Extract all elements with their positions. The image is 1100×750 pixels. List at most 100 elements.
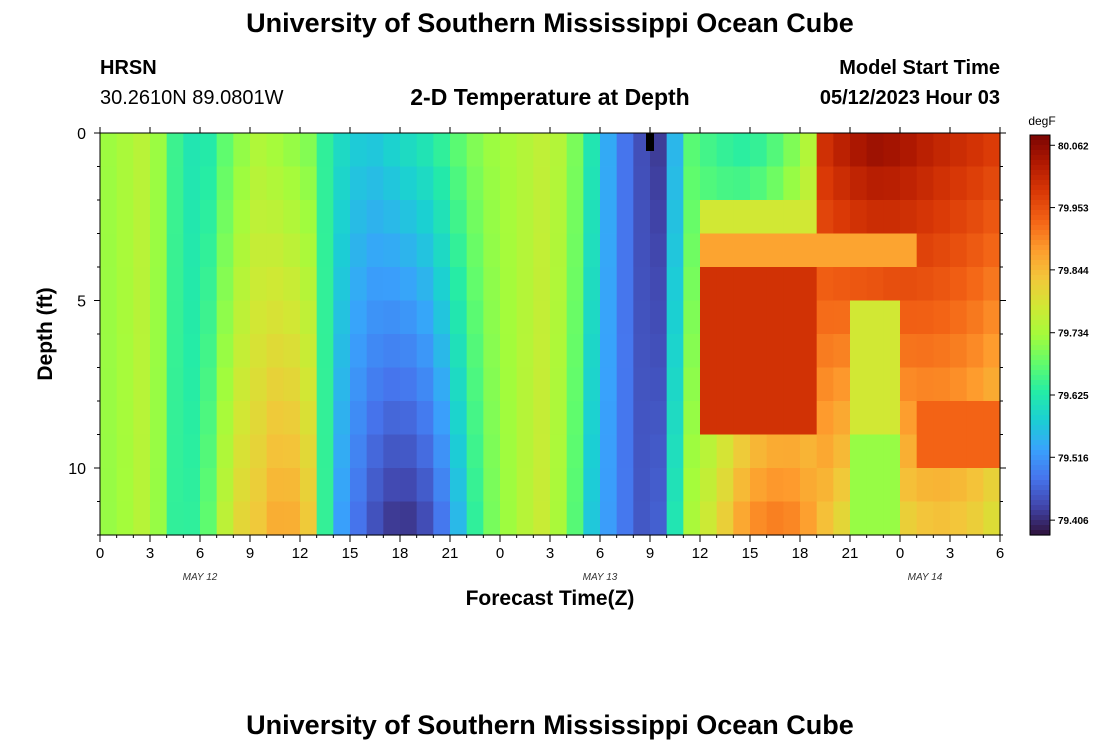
heatmap-cell	[416, 233, 434, 268]
heatmap-cell	[550, 267, 568, 302]
heatmap-cell	[633, 334, 651, 369]
heatmap-cell	[800, 200, 818, 235]
heatmap-cell	[366, 434, 384, 469]
heatmap-cell	[933, 334, 951, 369]
heatmap-cell	[550, 401, 568, 436]
colorbar-swatch	[1030, 165, 1050, 171]
heatmap-cell	[900, 401, 918, 436]
heatmap-cell	[883, 133, 901, 168]
heatmap-cell	[850, 300, 868, 335]
colorbar-tick-label: 79.406	[1058, 516, 1089, 527]
heatmap-cell	[883, 367, 901, 402]
heatmap-cell	[466, 401, 484, 436]
heatmap-cell	[350, 267, 368, 302]
heatmap-cell	[833, 133, 851, 168]
heatmap-cell	[216, 367, 234, 402]
heatmap-cell	[666, 267, 684, 302]
heatmap-cell	[333, 166, 351, 201]
heatmap-cell	[633, 300, 651, 335]
heatmap-cell	[450, 468, 468, 503]
heatmap-cell	[650, 233, 668, 268]
heatmap-cell	[533, 300, 551, 335]
heatmap-cell	[616, 267, 634, 302]
heatmap-cell	[633, 166, 651, 201]
heatmap-cell	[233, 334, 251, 369]
heatmap-cell	[133, 200, 151, 235]
heatmap-cell	[633, 468, 651, 503]
heatmap-cell	[500, 434, 518, 469]
heatmap-cell	[150, 267, 168, 302]
heatmap-cell	[633, 501, 651, 536]
colorbar-swatch	[1030, 495, 1050, 501]
colorbar-swatch	[1030, 160, 1050, 166]
colorbar-swatch	[1030, 270, 1050, 276]
heatmap-cell	[583, 233, 601, 268]
model-start-label: Model Start Time	[839, 57, 1000, 79]
heatmap-cell	[433, 434, 451, 469]
heatmap-cell	[733, 434, 751, 469]
colorbar-swatch	[1030, 150, 1050, 156]
heatmap-cell	[983, 300, 1001, 335]
heatmap-cell	[466, 468, 484, 503]
heatmap-cell	[366, 200, 384, 235]
heatmap-cell	[266, 401, 284, 436]
chart-title-bottom: University of Southern Mississippi Ocean…	[246, 710, 854, 740]
colorbar-swatch	[1030, 485, 1050, 491]
heatmap-cell	[200, 501, 218, 536]
heatmap-cell	[483, 133, 501, 168]
heatmap-cell	[916, 166, 934, 201]
heatmap-cell	[500, 401, 518, 436]
colorbar-swatch	[1030, 405, 1050, 411]
heatmap-cell	[116, 300, 134, 335]
heatmap-cell	[283, 501, 301, 536]
heatmap-cell	[316, 468, 334, 503]
colorbar-swatch	[1030, 450, 1050, 456]
colorbar-swatch	[1030, 415, 1050, 421]
heatmap-cell	[800, 233, 818, 268]
heatmap-cell	[383, 401, 401, 436]
heatmap-cell	[116, 166, 134, 201]
heatmap-cell	[333, 501, 351, 536]
heatmap-cell	[916, 200, 934, 235]
heatmap-cell	[816, 233, 834, 268]
heatmap-cell	[533, 233, 551, 268]
colorbar-swatch	[1030, 290, 1050, 296]
heatmap-cell	[916, 434, 934, 469]
heatmap-cell	[633, 233, 651, 268]
heatmap-cell	[566, 434, 584, 469]
x-tick-label: 3	[946, 545, 954, 562]
heatmap-cell	[166, 434, 184, 469]
heatmap-cell	[916, 367, 934, 402]
heatmap-cell	[150, 334, 168, 369]
heatmap-cell	[383, 166, 401, 201]
heatmap-cell	[766, 200, 784, 235]
heatmap-cell	[166, 468, 184, 503]
heatmap-cell	[350, 200, 368, 235]
heatmap-cell	[433, 367, 451, 402]
heatmap-cell	[683, 233, 701, 268]
heatmap-cell	[316, 367, 334, 402]
heatmap-cell	[866, 434, 884, 469]
heatmap-cell	[783, 300, 801, 335]
heatmap-cell	[966, 200, 984, 235]
heatmap-cell	[950, 166, 968, 201]
heatmap-cell	[683, 334, 701, 369]
heatmap-cell	[700, 200, 718, 235]
heatmap-cell	[450, 501, 468, 536]
heatmap-cell	[483, 267, 501, 302]
heatmap-cell	[216, 200, 234, 235]
heatmap-cell	[433, 200, 451, 235]
heatmap-cell	[433, 401, 451, 436]
heatmap-cell	[433, 233, 451, 268]
heatmap-cell	[800, 501, 818, 536]
heatmap-cell	[150, 434, 168, 469]
heatmap-cell	[966, 501, 984, 536]
heatmap-cell	[116, 267, 134, 302]
heatmap-cell	[766, 434, 784, 469]
heatmap-cell	[800, 133, 818, 168]
heatmap-cell	[166, 200, 184, 235]
colorbar-swatch	[1030, 220, 1050, 226]
heatmap-cell	[100, 166, 118, 201]
heatmap-cell	[850, 468, 868, 503]
heatmap-cell	[283, 133, 301, 168]
